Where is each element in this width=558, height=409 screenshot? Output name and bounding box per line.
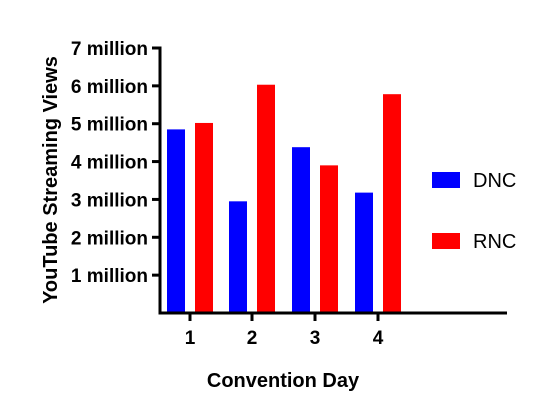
y-axis-title: YouTube Streaming Views bbox=[40, 56, 62, 304]
bar-dnc-day-4 bbox=[355, 192, 373, 313]
y-tick-label: 1 million bbox=[71, 266, 148, 287]
x-tick-label: 4 bbox=[373, 328, 384, 349]
y-tick-label: 7 million bbox=[71, 39, 148, 60]
y-tick-label: 3 million bbox=[71, 190, 148, 211]
y-tick-label: 2 million bbox=[71, 228, 148, 249]
y-tick-label: 4 million bbox=[71, 153, 148, 174]
bar-dnc-day-2 bbox=[229, 201, 247, 313]
legend-label-rnc: RNC bbox=[473, 231, 516, 253]
legend: DNC RNC bbox=[432, 170, 516, 253]
legend-swatch-dnc bbox=[432, 172, 460, 188]
x-axis-title: Convention Day bbox=[207, 370, 360, 392]
bar-rnc-day-2 bbox=[257, 84, 275, 313]
bars bbox=[167, 84, 401, 313]
bar-rnc-day-4 bbox=[383, 94, 401, 313]
y-tick-label: 6 million bbox=[71, 77, 148, 98]
x-tick-label: 2 bbox=[247, 328, 258, 349]
legend-label-dnc: DNC bbox=[473, 170, 516, 192]
bar-dnc-day-3 bbox=[292, 147, 310, 313]
legend-swatch-rnc bbox=[432, 233, 460, 249]
bar-dnc-day-1 bbox=[167, 129, 185, 313]
x-tick-label: 3 bbox=[310, 328, 321, 349]
y-tick-label: 5 million bbox=[71, 115, 148, 136]
x-tick-label: 1 bbox=[185, 328, 196, 349]
bar-rnc-day-1 bbox=[195, 122, 213, 313]
y-axis-ticks: 1 million 2 million 3 million 4 million 5 mi… bbox=[71, 39, 160, 287]
bar-rnc-day-3 bbox=[320, 165, 338, 313]
x-axis-ticks: 1 2 3 4 bbox=[185, 313, 384, 349]
